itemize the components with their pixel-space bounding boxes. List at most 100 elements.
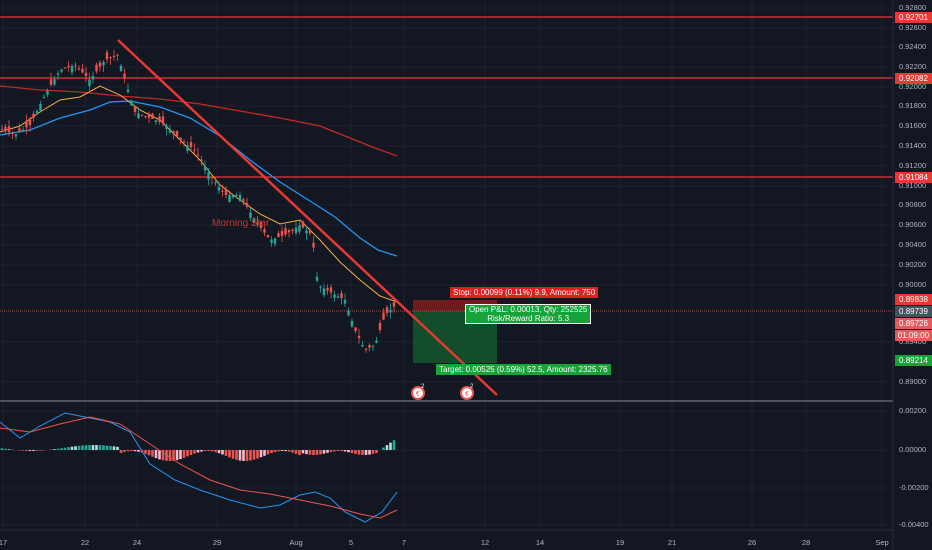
candle-body — [392, 302, 396, 307]
candle-body — [340, 293, 343, 299]
date-tick: Sep — [875, 538, 889, 547]
candle-body — [95, 64, 98, 72]
candle-body — [221, 190, 224, 192]
macd-histogram — [0, 440, 396, 461]
event-marker-2[interactable]: € — [460, 386, 474, 400]
candle-body — [88, 79, 91, 87]
candle-body — [231, 195, 235, 198]
candle-body — [364, 348, 368, 350]
price-tick: 0.91800 — [899, 101, 927, 110]
date-tick: 17 — [0, 538, 8, 547]
macd-bar — [312, 450, 315, 455]
macd-bar — [340, 450, 343, 452]
macd-bar — [301, 450, 305, 454]
macd-bar — [193, 450, 196, 454]
candle-body — [347, 310, 350, 316]
macd-bar — [228, 450, 231, 458]
candle-body — [273, 238, 277, 244]
date-tick: 14 — [535, 538, 545, 547]
candle-body — [249, 212, 252, 219]
candle-body — [284, 228, 287, 235]
downtrend-line[interactable] — [117, 39, 498, 396]
macd-bar — [207, 450, 210, 452]
macd-bar — [172, 450, 175, 461]
macd-bar — [130, 450, 133, 452]
candle-body — [172, 131, 175, 134]
macd-bar — [214, 450, 217, 453]
macd-bar — [389, 442, 392, 450]
macd-bar — [88, 445, 91, 450]
ema-mid-line — [0, 100, 398, 257]
macd-bar — [294, 450, 298, 454]
event-marker-1[interactable]: € — [411, 386, 425, 400]
candle-body — [175, 130, 179, 137]
macd-bar — [245, 450, 249, 461]
macd-bar — [133, 450, 137, 452]
candle-body — [126, 89, 130, 92]
macd-bar — [35, 450, 39, 451]
candle-body — [154, 120, 158, 123]
macd-bar — [354, 450, 357, 454]
candle-body — [382, 312, 385, 320]
macd-bar — [371, 450, 375, 454]
macd-bar — [375, 450, 378, 454]
macd-bar — [200, 450, 203, 452]
target-label[interactable]: Target: 0.00525 (0.59%) 52.5, Amount: 23… — [436, 364, 611, 375]
macd-bar — [319, 450, 322, 455]
candle-body — [18, 128, 21, 132]
macd-bar — [175, 450, 179, 461]
pattern-label[interactable]: Morning Star — [212, 218, 270, 229]
candle-body — [21, 129, 25, 131]
candle-body — [151, 113, 154, 119]
date-tick: 7 — [401, 538, 407, 547]
candle-body — [238, 195, 242, 202]
candle-body — [63, 67, 67, 69]
stop-zone[interactable] — [413, 300, 497, 311]
macd-bar — [119, 450, 123, 453]
macd-bar — [179, 450, 182, 460]
macd-bar — [186, 450, 189, 457]
macd-bar — [221, 450, 224, 455]
macd-bar — [7, 449, 11, 450]
price-tick: 0.92400 — [899, 42, 927, 51]
macd-bar — [252, 450, 256, 460]
candle-body — [102, 62, 105, 66]
macd-bar — [238, 450, 242, 461]
stop-label[interactable]: Stop: 0.00099 (0.11%) 9.9, Amount: 750 — [450, 287, 599, 298]
candle-body — [315, 276, 319, 281]
macd-bar — [60, 448, 63, 450]
candle-body — [105, 52, 109, 60]
grid-lines — [0, 0, 893, 530]
candle-body — [98, 62, 102, 67]
candle-body — [53, 79, 56, 85]
macd-bar — [210, 450, 214, 452]
candle-body — [252, 218, 256, 223]
macd-bar — [249, 450, 252, 461]
date-tick: 5 — [348, 538, 354, 547]
macd-bar — [39, 450, 42, 451]
candle-body — [11, 132, 14, 134]
macd-bar — [343, 450, 347, 452]
candle-body — [277, 233, 280, 238]
level-2-price: 0.92082 — [895, 73, 932, 84]
macd-bar — [284, 450, 287, 452]
macd-bar — [329, 450, 333, 452]
macd-bar — [25, 450, 28, 451]
candle-body — [224, 188, 228, 195]
price-tick: 0.91400 — [899, 141, 927, 150]
candle-body — [25, 121, 28, 128]
candle-body — [14, 134, 18, 137]
pnl-box[interactable]: Open P&L: 0.00013, Qty: 252525 Risk/Rewa… — [465, 304, 592, 324]
candle-body — [207, 172, 210, 180]
macd-bar — [256, 450, 259, 459]
candle-body — [4, 126, 7, 131]
candle-body — [336, 296, 340, 298]
macd-bar — [84, 445, 88, 450]
candle-body — [228, 195, 231, 202]
price-tick: 0.90400 — [899, 240, 927, 249]
macd-bar — [382, 447, 385, 450]
countdown-label: 01:09:00 — [895, 330, 932, 341]
candle-body — [35, 111, 39, 114]
price-tick: 0.92600 — [899, 23, 927, 32]
